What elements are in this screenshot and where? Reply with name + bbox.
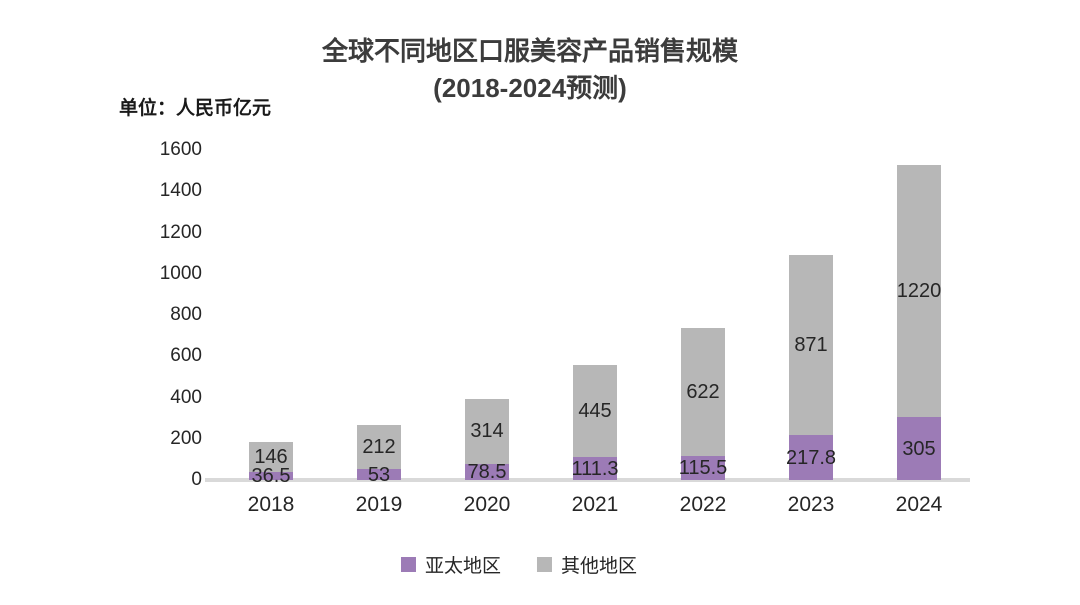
chart-title: 全球不同地区口服美容产品销售规模 [321, 36, 738, 66]
legend-label: 其他地区 [561, 556, 638, 577]
bar-segment-asia-pacific [573, 457, 617, 480]
y-axis-tick-label: 800 [170, 304, 202, 325]
y-axis-tick-label: 600 [170, 345, 202, 367]
y-axis-tick-label: 200 [170, 427, 202, 449]
y-axis-tick-label: 1000 [159, 262, 202, 284]
bar-segment-other-regions [357, 425, 401, 470]
bar-segment-other-regions [465, 399, 509, 464]
chart-title-block: 全球不同地区口服美容产品销售规模 (2018-2024预测) [180, 33, 880, 107]
bar-segment-other-regions [573, 365, 617, 458]
y-axis-tick-label: 400 [170, 386, 202, 408]
x-axis-label: 2018 [247, 493, 295, 516]
bar-segment-other-regions [681, 327, 725, 457]
legend-swatch-icon [400, 557, 416, 572]
y-axis-tick-label: 1200 [159, 221, 202, 243]
y-axis-tick-label: 1600 [159, 139, 202, 160]
x-axis-label: 2023 [787, 493, 835, 516]
legend: 亚太地区 其他地区 [400, 551, 637, 578]
legend-label: 亚太地区 [424, 556, 501, 577]
unit-label: 单位：人民币亿元 [119, 98, 272, 119]
chart-subtitle: (2018-2024预测) [433, 73, 627, 103]
bar-segment-asia-pacific [249, 472, 293, 480]
bar-segment-other-regions [897, 165, 941, 418]
x-axis-label: 2024 [895, 493, 943, 516]
legend-swatch-icon [537, 557, 552, 572]
bar-segment-asia-pacific [465, 463, 509, 480]
bar-segment-asia-pacific [897, 417, 941, 480]
bar-segment-asia-pacific [789, 435, 833, 480]
x-axis-label: 2021 [571, 493, 619, 516]
x-axis-label: 2020 [463, 493, 511, 516]
bar-segment-other-regions [789, 255, 833, 436]
legend-item-other-regions: 其他地区 [537, 551, 637, 578]
legend-item-asia-pacific: 亚太地区 [400, 551, 501, 578]
y-axis-tick-label: 0 [191, 469, 202, 490]
x-axis-line [205, 478, 970, 482]
x-axis-label: 2019 [355, 493, 403, 516]
bar-segment-other-regions [249, 442, 293, 473]
bar-segment-asia-pacific [357, 469, 401, 480]
x-axis-label: 2022 [679, 493, 727, 516]
bar-segment-asia-pacific [681, 456, 725, 480]
y-axis-tick-label: 1400 [159, 180, 202, 202]
